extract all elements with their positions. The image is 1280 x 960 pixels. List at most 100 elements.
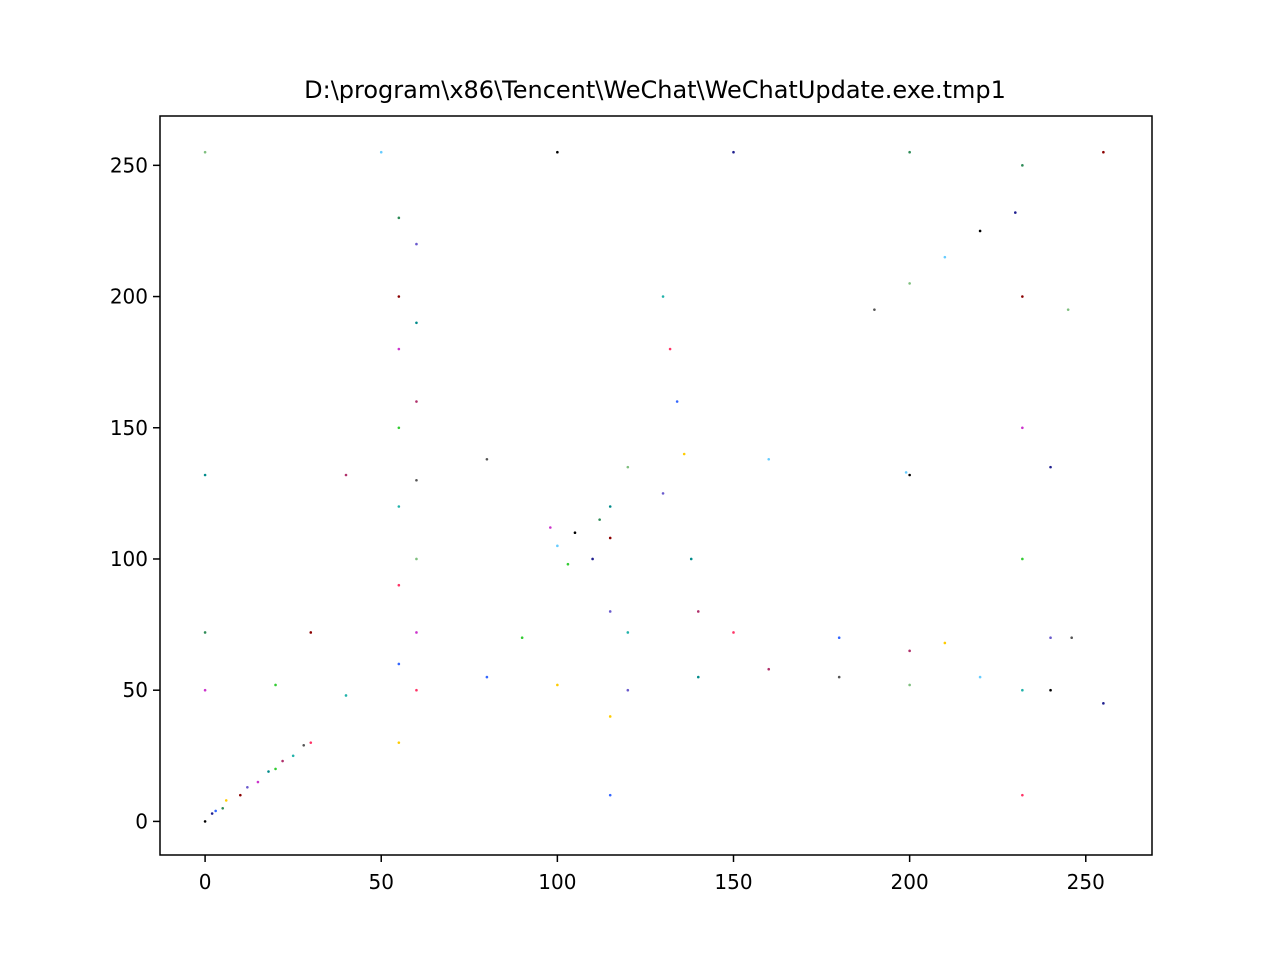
data-point (274, 683, 277, 687)
data-point (696, 610, 700, 613)
data-point (767, 667, 771, 671)
data-point (1021, 426, 1024, 430)
data-point (309, 741, 313, 744)
data-point (591, 557, 594, 561)
data-point (943, 641, 947, 645)
data-point (397, 505, 401, 508)
y-tick-label: 50 (123, 678, 148, 702)
data-point (1049, 688, 1052, 692)
data-point (210, 812, 214, 815)
data-point (608, 536, 612, 540)
data-point (598, 518, 601, 521)
data-point (556, 683, 559, 687)
y-tick-label: 200 (110, 285, 148, 309)
data-point (556, 150, 559, 154)
data-point (908, 649, 911, 653)
data-point (214, 809, 217, 813)
data-point (904, 471, 908, 474)
data-point (1014, 211, 1017, 214)
data-point (626, 631, 630, 634)
data-point (291, 754, 295, 758)
data-point (397, 741, 401, 744)
ticks-layer: 0 50 100 150 200 250 0 50 100 150 200 250 (110, 153, 1105, 894)
data-point (415, 631, 418, 634)
data-point (224, 799, 228, 802)
data-point (203, 820, 207, 823)
y-tick-label: 0 (135, 809, 148, 833)
data-point (556, 544, 559, 548)
data-point (689, 557, 693, 561)
y-tick-label: 100 (110, 547, 148, 571)
data-point (608, 505, 612, 508)
data-point (1021, 793, 1024, 797)
data-point (1070, 636, 1073, 640)
data-point (1102, 702, 1105, 705)
data-point (397, 583, 401, 587)
y-tick-label: 150 (110, 416, 148, 440)
data-point (203, 631, 207, 634)
x-tick-label: 50 (369, 870, 394, 894)
data-point (573, 531, 577, 535)
data-point (485, 675, 489, 679)
data-point (908, 282, 911, 285)
data-point (415, 242, 418, 246)
x-tick-label: 0 (199, 870, 212, 894)
data-point (661, 295, 665, 298)
data-point (1021, 688, 1024, 692)
data-point (767, 457, 771, 461)
data-point (397, 426, 401, 430)
x-tick-label: 100 (538, 870, 576, 894)
data-point (1021, 295, 1024, 298)
data-point (566, 562, 570, 566)
data-point (1049, 636, 1052, 640)
data-point (239, 793, 242, 797)
data-point (873, 308, 876, 311)
data-point (302, 744, 306, 747)
data-point (837, 636, 841, 640)
plot-frame (159, 115, 1153, 856)
data-point (626, 688, 630, 692)
data-point (344, 694, 348, 697)
data-point (379, 150, 383, 154)
data-point (1066, 308, 1070, 311)
data-point (221, 806, 225, 810)
data-point (397, 662, 401, 666)
data-point (203, 688, 207, 692)
data-point (1049, 465, 1052, 469)
data-point (908, 473, 911, 477)
data-point (675, 400, 679, 403)
data-point (344, 473, 348, 477)
data-point (246, 785, 249, 789)
data-point (415, 321, 418, 325)
x-tick-label: 200 (891, 870, 929, 894)
data-point (626, 465, 630, 469)
data-point (696, 675, 700, 679)
data-point (549, 526, 552, 529)
data-point (415, 557, 418, 561)
data-point (203, 150, 207, 154)
x-tick-label: 250 (1067, 870, 1105, 894)
data-point (397, 347, 401, 351)
data-point (397, 295, 401, 298)
data-point (908, 683, 911, 687)
data-point (1102, 150, 1105, 154)
data-point (668, 347, 672, 351)
data-point (1021, 164, 1024, 167)
data-point (1021, 557, 1024, 561)
data-point (978, 229, 982, 233)
y-tick-label: 250 (110, 153, 148, 177)
data-point (256, 780, 260, 784)
chart-title: D:\program\x86\Tencent\WeChat\WeChatUpda… (304, 76, 1006, 104)
data-point (732, 631, 735, 634)
data-point (520, 636, 524, 640)
data-point (978, 675, 982, 679)
data-point (281, 759, 284, 763)
data-point (274, 767, 277, 771)
data-point (415, 400, 418, 403)
data-point (485, 457, 489, 461)
data-point (608, 610, 612, 613)
x-tick-label: 150 (714, 870, 752, 894)
data-point (661, 492, 665, 495)
data-point (608, 793, 612, 797)
